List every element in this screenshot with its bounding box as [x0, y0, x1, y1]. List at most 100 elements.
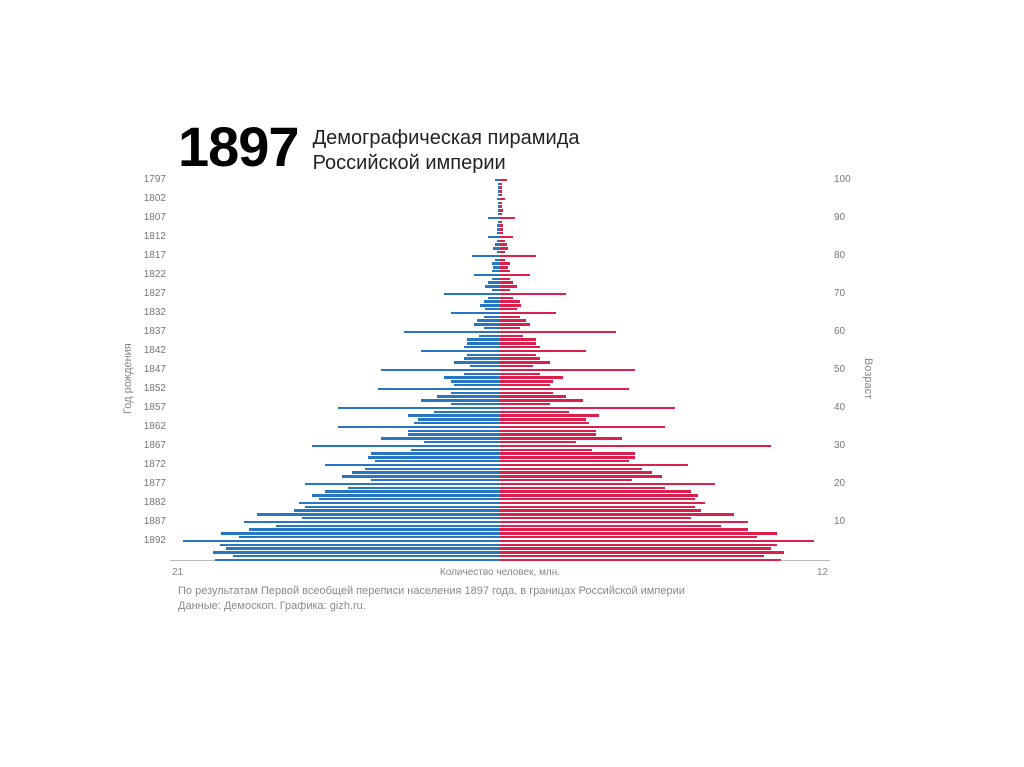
male-bar — [371, 479, 500, 482]
female-bar — [500, 418, 586, 421]
male-bar — [220, 544, 501, 547]
female-bar — [500, 392, 553, 395]
male-bar — [437, 395, 500, 398]
female-bar — [500, 278, 510, 281]
female-bar — [500, 380, 553, 383]
male-bar — [319, 498, 501, 501]
female-bar — [500, 259, 505, 262]
female-bar — [500, 346, 540, 349]
male-bar — [338, 426, 500, 429]
male-bar — [312, 494, 500, 497]
male-bar — [485, 308, 500, 311]
female-bar — [500, 274, 530, 277]
male-bar — [484, 327, 501, 330]
male-bar — [474, 274, 500, 277]
male-bar — [421, 350, 500, 353]
male-bar — [294, 509, 500, 512]
chart-container: 1897 Демографическая пирамида Российской… — [120, 120, 910, 614]
female-bar — [500, 232, 503, 235]
left-tick: 1847 — [144, 365, 166, 375]
female-bar — [500, 483, 715, 486]
female-bar — [500, 335, 523, 338]
male-bar — [414, 422, 500, 425]
male-bar — [276, 525, 500, 528]
female-bar — [500, 430, 596, 433]
male-bar — [348, 487, 500, 490]
male-bar — [451, 392, 501, 395]
left-tick: 1822 — [144, 270, 166, 280]
male-bar — [305, 483, 500, 486]
female-bar — [500, 209, 503, 212]
female-bar — [500, 338, 536, 341]
male-bar — [239, 536, 500, 539]
female-bar — [500, 281, 513, 284]
female-bar — [500, 540, 814, 543]
left-tick: 1862 — [144, 422, 166, 432]
left-tick: 1807 — [144, 213, 166, 223]
footnote-line-2: Данные: Демоскоп. Графика: gizh.ru. — [178, 599, 910, 614]
left-tick: 1867 — [144, 441, 166, 451]
left-tick: 1832 — [144, 308, 166, 318]
male-bar — [451, 380, 501, 383]
female-bar — [500, 471, 652, 474]
x-tick: 2 — [822, 567, 828, 578]
left-tick: 1837 — [144, 327, 166, 337]
chart-subtitle: Демографическая пирамида Российской импе… — [313, 120, 580, 176]
male-bar — [492, 278, 500, 281]
male-bar — [408, 414, 500, 417]
female-bar — [500, 547, 771, 550]
male-bar — [464, 357, 500, 360]
male-bar — [424, 441, 500, 444]
female-bar — [500, 498, 695, 501]
right-tick: 10 — [834, 517, 845, 527]
male-bar — [411, 449, 500, 452]
right-tick: 80 — [834, 251, 845, 261]
female-bar — [500, 205, 502, 208]
female-bar — [500, 411, 569, 414]
female-bar — [500, 243, 507, 246]
male-bar — [368, 456, 500, 459]
male-bar — [299, 502, 500, 505]
male-bar — [352, 471, 501, 474]
female-bar — [500, 308, 517, 311]
male-bar — [213, 551, 500, 554]
male-bar — [488, 297, 500, 300]
female-bar — [500, 479, 632, 482]
left-tick: 1892 — [144, 536, 166, 546]
female-bar — [500, 217, 515, 220]
female-bar — [500, 555, 764, 558]
female-bar — [500, 422, 589, 425]
male-bar — [464, 346, 500, 349]
left-axis-label: Год рождения — [120, 180, 136, 578]
left-axis-ticks: 1797180218071812181718221827183218371842… — [136, 180, 170, 560]
male-bar — [338, 407, 500, 410]
female-bar — [500, 437, 622, 440]
male-bar — [454, 384, 500, 387]
female-bar — [500, 414, 599, 417]
female-bar — [500, 194, 502, 197]
male-bar — [233, 555, 500, 558]
title-year: 1897 — [178, 120, 299, 173]
male-bar — [305, 506, 500, 509]
right-tick: 60 — [834, 327, 845, 337]
male-bar — [467, 354, 500, 357]
male-bar — [444, 376, 500, 379]
left-tick: 1877 — [144, 479, 166, 489]
right-tick: 90 — [834, 213, 845, 223]
female-bar — [500, 300, 520, 303]
male-bar — [183, 540, 500, 543]
left-tick: 1872 — [144, 460, 166, 470]
female-bar — [500, 433, 596, 436]
left-tick: 1882 — [144, 498, 166, 508]
male-bar — [325, 464, 500, 467]
pyramid-bars — [170, 180, 830, 560]
female-bar — [500, 198, 505, 201]
female-bar — [500, 475, 662, 478]
female-bar — [500, 213, 502, 216]
male-bar — [325, 490, 500, 493]
male-bar — [467, 342, 500, 345]
female-bar — [500, 464, 688, 467]
female-bar — [500, 407, 675, 410]
chart-body: Год рождения 179718021807181218171822182… — [120, 180, 910, 578]
male-bar — [488, 217, 500, 220]
